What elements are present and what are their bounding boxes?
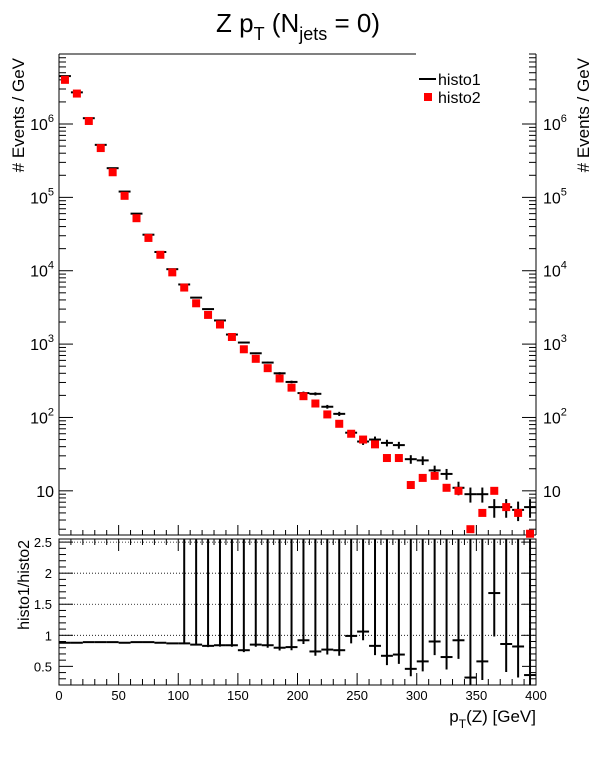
title-mid: (N [265,8,300,38]
x-tick-label: 0 [55,688,62,703]
top-y-tick-label: 105 [543,186,567,207]
histo2-point [502,503,511,512]
histo1-series [59,75,536,522]
histo2-point [227,332,236,341]
histo2-point [180,283,189,292]
top-y-tick-label: 106 [543,113,567,134]
histo2-point [478,508,487,517]
ratio-ticks [58,539,537,686]
legend-histo2-marker [424,93,432,101]
legend-histo1-label: histo1 [438,72,481,89]
histo2-point [108,168,117,177]
x-axis-title: pT(Z) [GeV] [449,707,536,731]
x-axis-title-end: (Z) [GeV] [466,707,536,726]
y-axis-title-right: # Events / GeV [574,57,593,172]
legend-histo2-label: histo2 [438,90,481,107]
ratio-series [59,539,536,685]
title-end: = 0) [327,8,380,38]
histo2-point [132,214,141,223]
histo2-point [526,529,535,538]
histo2-point [490,486,499,495]
histo2-point [454,486,463,495]
histo2-point [120,191,129,200]
histo2-point [442,483,451,492]
ratio-grid [59,541,536,636]
histo2-point [406,481,415,490]
y-axis-title-left: # Events / GeV [9,57,28,172]
histo2-point [418,473,427,482]
x-tick-label: 100 [167,688,189,703]
histo2-point [72,89,81,98]
top-y-tick-label: 10 [36,484,54,501]
histo2-point [144,233,153,242]
ratio-y-tick-label: 2 [45,566,52,581]
histo2-point [311,399,320,408]
ratio-panel-frame [58,538,537,686]
title-main: Z p [216,8,254,38]
histo2-point [287,383,296,392]
histo2-point [347,429,356,438]
histo2-point [430,471,439,480]
top-y-tick-label: 103 [30,333,54,354]
legend: histo1 histo2 [419,72,481,107]
histo2-point [514,508,523,517]
top-y-tick-label: 102 [543,406,567,427]
top-y-tick-labels-left: 10 102 103 104 105 106 [30,113,54,501]
histo2-point [192,299,201,308]
x-tick-label: 250 [346,688,368,703]
top-y-tick-label: 102 [30,406,54,427]
ratio-y-tick-label: 1.5 [34,597,52,612]
histo2-point [323,410,332,419]
ratio-y-tick-label: 2.5 [34,535,52,550]
top-y-tick-label: 104 [543,260,567,281]
x-axis-title-main: p [449,707,458,726]
histo2-point [382,454,391,463]
x-tick-label: 300 [406,688,428,703]
top-y-tick-label: 105 [30,186,54,207]
x-tick-label: 400 [525,688,547,703]
histo2-point [96,144,105,153]
histo2-point [168,268,177,277]
histo2-point [215,320,224,329]
top-y-tick-label: 104 [30,260,54,281]
histo2-point [335,419,344,428]
ratio-y-axis-title: histo1/histo2 [16,540,33,630]
x-tick-label: 50 [111,688,125,703]
title-sub2: jets [298,24,327,44]
top-y-tick-labels-right: 10 102 103 104 105 106 [543,113,567,501]
histo2-point [299,392,308,401]
top-panel: 10 102 103 104 105 106 10 102 103 104 105 106 [30,53,567,538]
x-tick-label: 350 [466,688,488,703]
title-sub: T [254,24,265,44]
top-y-tick-label: 106 [30,113,54,134]
histo2-point [84,116,93,125]
histo2-point [275,374,284,383]
histo2-point [263,364,272,373]
top-y-tick-label: 103 [543,333,567,354]
histo2-point [251,354,260,363]
histo2-point [371,440,380,449]
histo2-series [60,75,535,538]
x-axis-title-sub: T [459,717,467,731]
ratio-y-tick-label: 1 [45,628,52,643]
histo2-point [204,310,213,319]
x-tick-label: 200 [287,688,309,703]
top-panel-ticks [58,53,537,535]
histo2-point [60,75,69,84]
ratio-panel: 0.5 1 1.5 2 2.5 0 50 100 150 200 250 300 350 400 [34,535,547,703]
top-y-tick-label: 10 [543,484,561,501]
x-tick-labels: 0 50 100 150 200 250 300 350 400 [55,688,546,703]
ratio-y-tick-label: 0.5 [34,659,52,674]
x-tick-label: 150 [227,688,249,703]
histo2-point [239,345,248,354]
ratio-y-tick-labels: 0.5 1 1.5 2 2.5 [34,535,52,674]
histo2-point [394,454,403,463]
histo2-point [359,435,368,444]
chart-title: Z pT (Njets = 0) [216,8,380,44]
histo2-point [466,525,475,534]
histo2-point [156,250,165,259]
